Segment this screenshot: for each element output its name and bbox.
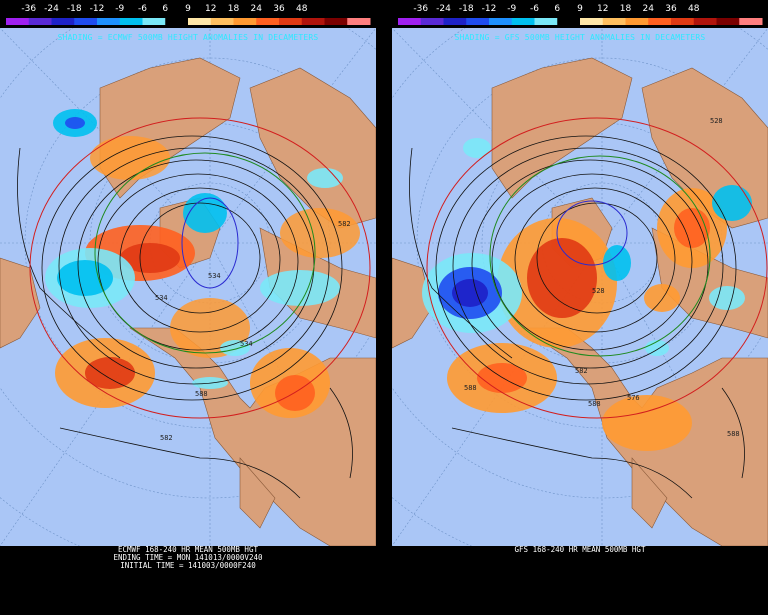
colorbar-swatch: [74, 18, 98, 25]
colorbar-swatch: [625, 18, 649, 25]
colorbar-swatch: [165, 18, 189, 25]
contour-label: 582: [575, 367, 588, 375]
colorbar-swatch: [648, 18, 672, 25]
colorbar-label: 9: [185, 4, 191, 14]
colorbar-swatch: [301, 18, 325, 25]
colorbar-label: 12: [597, 4, 609, 14]
colorbar: [398, 18, 763, 25]
colorbar-label: -9: [507, 4, 517, 14]
ecmwf-panel: -36 -24 -18 -12 -9 -6 6 9 12 18 24 36 48: [0, 0, 376, 615]
contour-label: 588: [588, 400, 601, 408]
colorbar-labels: -36 -24 -18 -12 -9 -6 6 9 12 18 24 36 48: [0, 4, 376, 14]
colorbar-swatch: [671, 18, 695, 25]
contour-label: 588: [195, 390, 208, 398]
colorbar-label: 48: [296, 4, 308, 14]
colorbar-swatch: [142, 18, 166, 25]
contour-label: 576: [627, 394, 640, 402]
colorbar-label: -24: [436, 4, 451, 14]
colorbar-swatch: [6, 18, 30, 25]
height-contours: [409, 135, 745, 499]
colorbar-swatch: [511, 18, 535, 25]
footer: ECMWF 168-240 HR MEAN 500MB HGT ENDING T…: [0, 546, 376, 615]
contour-label: 582: [338, 220, 351, 228]
colorbar-label: -6: [138, 4, 147, 14]
colorbar-swatch: [324, 18, 348, 25]
colorbar-label: 48: [688, 4, 700, 14]
footer-line: ECMWF 168-240 HR MEAN 500MB HGT: [118, 545, 258, 554]
colorbar-swatch: [51, 18, 75, 25]
gfs-panel: -36 -24 -18 -12 -9 -6 6 9 12 18 24 36 48: [392, 0, 768, 615]
colorbar-swatch: [716, 18, 740, 25]
colorbar-label: 24: [642, 4, 654, 14]
contour-label: 534: [208, 272, 221, 280]
colorbar-swatch: [443, 18, 467, 25]
colorbar-swatch: [210, 18, 234, 25]
contour-label: 528: [592, 287, 605, 295]
colorbar-labels: -36 -24 -18 -12 -9 -6 6 9 12 18 24 36 48: [392, 4, 768, 14]
colorbar-label: -36: [413, 4, 429, 14]
colorbar-label: 12: [205, 4, 217, 14]
colorbar-label: -12: [481, 4, 497, 14]
colorbar-swatch: [580, 18, 604, 25]
reference-contours: [426, 117, 768, 419]
contour-label: 582: [160, 434, 173, 442]
contour-labels: 534 534 534 582 588 582: [155, 220, 351, 442]
gfs-map: 528 528 588 582 588 576 588 SHADING = GF…: [392, 28, 768, 546]
colorbar-label: -18: [458, 4, 474, 14]
shading-title: SHADING = ECMWF 500MB HEIGHT ANOMALIES I…: [57, 33, 319, 42]
colorbar: [6, 18, 371, 25]
ecmwf-map: 534 534 534 582 588 582 SHADING = ECMWF …: [0, 28, 376, 546]
colorbar-label: 9: [577, 4, 583, 14]
colorbar-swatch: [693, 18, 717, 25]
gfs-map-svg: 528 528 588 582 588 576 588: [392, 28, 768, 546]
footer: GFS 168-240 HR MEAN 500MB HGT: [392, 546, 768, 615]
colorbar-swatch: [119, 18, 143, 25]
colorbar-label: 36: [665, 4, 677, 14]
colorbar-label: -18: [66, 4, 82, 14]
colorbar-label: 24: [250, 4, 262, 14]
colorbar-swatch: [739, 18, 763, 25]
colorbar-label: 36: [273, 4, 285, 14]
footer-line: GFS 168-240 HR MEAN 500MB HGT: [514, 545, 646, 554]
colorbar-label: -24: [44, 4, 59, 14]
colorbar-label: -6: [530, 4, 539, 14]
colorbar-swatch: [398, 18, 422, 25]
shading-title: SHADING = GFS 500MB HEIGHT ANOMALIES IN …: [454, 33, 706, 42]
footer-line: ENDING TIME = MON 141013/0000V240: [113, 553, 263, 562]
colorbar-swatch: [188, 18, 212, 25]
reference-contours: [29, 117, 371, 419]
colorbar-label: 18: [619, 4, 632, 14]
colorbar-swatch: [420, 18, 444, 25]
contour-label: 588: [727, 430, 740, 438]
contour-label: 588: [464, 384, 477, 392]
contour-label: 534: [240, 340, 253, 348]
colorbar-label: 6: [162, 4, 169, 14]
colorbar-label: -9: [115, 4, 125, 14]
contour-label: 534: [155, 294, 168, 302]
colorbar-swatch: [233, 18, 257, 25]
colorbar-label: -36: [21, 4, 37, 14]
colorbar-swatch: [279, 18, 303, 25]
colorbar-label: 6: [554, 4, 561, 14]
colorbar-swatch: [602, 18, 626, 25]
colorbar-swatch: [347, 18, 371, 25]
colorbar-swatch: [557, 18, 581, 25]
colorbar-swatch: [466, 18, 490, 25]
contour-labels: 528 528 588 582 588 576 588: [464, 117, 740, 438]
footer-line: INITIAL TIME = 141003/0000F240: [120, 561, 256, 570]
colorbar-swatch: [534, 18, 558, 25]
colorbar-label: 18: [227, 4, 240, 14]
colorbar-swatch: [28, 18, 52, 25]
ecmwf-map-svg: 534 534 534 582 588 582: [0, 28, 376, 546]
colorbar-label: -12: [89, 4, 105, 14]
colorbar-swatch: [256, 18, 280, 25]
contour-label: 528: [710, 117, 723, 125]
colorbar-swatch: [489, 18, 513, 25]
colorbar-swatch: [97, 18, 121, 25]
